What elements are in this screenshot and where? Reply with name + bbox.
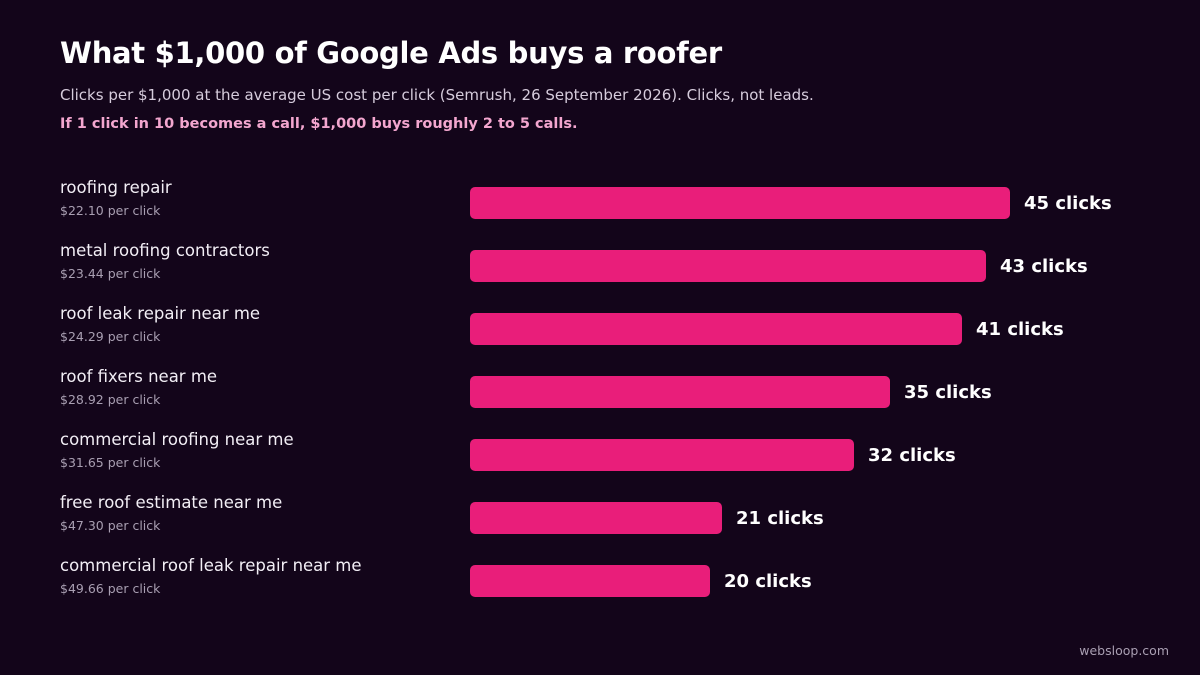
- bar: [470, 502, 722, 534]
- keyword-label: free roof estimate near me: [60, 493, 283, 512]
- bar: [470, 250, 986, 282]
- chart-note: If 1 click in 10 becomes a call, $1,000 …: [60, 116, 578, 132]
- bar-value-label: 20 clicks: [724, 571, 812, 592]
- keyword-label: metal roofing contractors: [60, 241, 270, 260]
- bar-value-label: 43 clicks: [1000, 256, 1088, 277]
- cpc-label: $24.29 per click: [60, 329, 161, 344]
- bar-value-label: 35 clicks: [904, 382, 992, 403]
- bar-row: roof leak repair near me $24.29 per click…: [0, 304, 1200, 367]
- bar-row: commercial roofing near me $31.65 per cli…: [0, 430, 1200, 493]
- cpc-label: $28.92 per click: [60, 392, 161, 407]
- chart-title: What $1,000 of Google Ads buys a roofer: [60, 36, 722, 70]
- bar-value-label: 41 clicks: [976, 319, 1064, 340]
- keyword-label: roofing repair: [60, 178, 172, 197]
- bar-row: roofing repair $22.10 per click 45 clicks: [0, 178, 1200, 241]
- cpc-label: $31.65 per click: [60, 455, 161, 470]
- footer-credit: websloop.com: [1079, 643, 1169, 658]
- cpc-label: $22.10 per click: [60, 203, 161, 218]
- bar: [470, 439, 854, 471]
- keyword-label: commercial roofing near me: [60, 430, 294, 449]
- bar: [470, 313, 962, 345]
- bar-row: roof fixers near me $28.92 per click 35 cl…: [0, 367, 1200, 430]
- bar-value-label: 32 clicks: [868, 445, 956, 466]
- bar: [470, 187, 1010, 219]
- cpc-label: $23.44 per click: [60, 266, 161, 281]
- chart-subtitle: Clicks per $1,000 at the average US cost…: [60, 86, 814, 104]
- bar-row: free roof estimate near me $47.30 per cli…: [0, 493, 1200, 556]
- keyword-label: commercial roof leak repair near me: [60, 556, 362, 575]
- bar: [470, 565, 710, 597]
- cpc-label: $49.66 per click: [60, 581, 161, 596]
- bar-value-label: 45 clicks: [1024, 193, 1112, 214]
- bar-value-label: 21 clicks: [736, 508, 824, 529]
- cpc-label: $47.30 per click: [60, 518, 161, 533]
- bar-row: metal roofing contractors $23.44 per clic…: [0, 241, 1200, 304]
- bar-row: commercial roof leak repair near me $49.6…: [0, 556, 1200, 619]
- bar: [470, 376, 890, 408]
- keyword-label: roof fixers near me: [60, 367, 218, 386]
- keyword-label: roof leak repair near me: [60, 304, 261, 323]
